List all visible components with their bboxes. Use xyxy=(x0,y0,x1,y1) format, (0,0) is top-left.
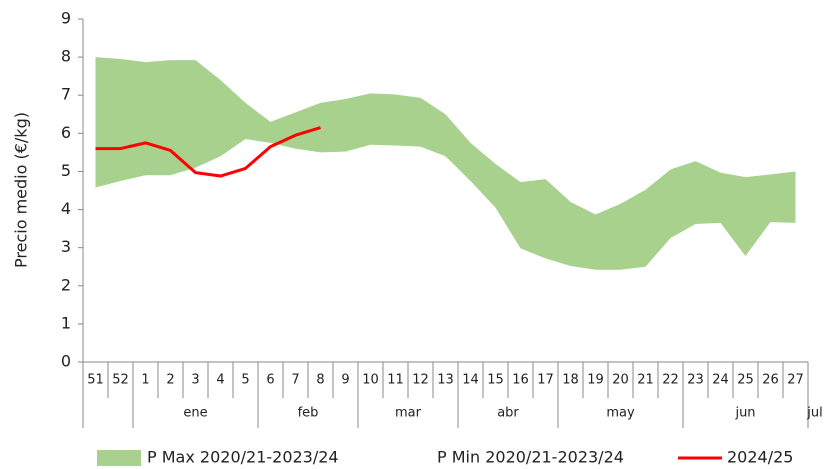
legend-label: P Max 2020/21-2023/24 xyxy=(147,448,339,467)
legend-label: P Min 2020/21-2023/24 xyxy=(437,448,624,467)
y-tick-label: 6 xyxy=(61,123,71,142)
month-label: mar xyxy=(395,406,422,421)
y-tick-label: 1 xyxy=(61,313,71,332)
x-tick-label: 14 xyxy=(462,373,479,388)
y-tick-label: 9 xyxy=(61,9,71,28)
y-tick-label: 0 xyxy=(61,352,71,371)
x-tick-label: 6 xyxy=(266,373,274,388)
x-tick-label: 17 xyxy=(537,373,554,388)
y-tick-label: 5 xyxy=(61,161,71,180)
x-tick-label: 13 xyxy=(437,373,454,388)
y-tick-label: 4 xyxy=(61,199,71,218)
x-tick-label: 26 xyxy=(762,373,779,388)
x-tick-label: 10 xyxy=(362,373,379,388)
y-tick-label: 2 xyxy=(61,275,71,294)
x-tick-label: 9 xyxy=(341,373,349,388)
x-tick-label: 18 xyxy=(562,373,579,388)
month-label: may xyxy=(606,406,635,421)
month-label: ene xyxy=(183,406,207,421)
x-tick-label: 27 xyxy=(787,373,804,388)
x-tick-label: 52 xyxy=(112,373,129,388)
legend-label: 2024/25 xyxy=(727,448,793,467)
legend-swatch xyxy=(97,450,141,466)
y-tick-label: 3 xyxy=(61,237,71,256)
month-label: abr xyxy=(497,406,519,421)
x-tick-label: 3 xyxy=(191,373,199,388)
x-tick-label: 8 xyxy=(316,373,324,388)
month-label: jun xyxy=(734,406,755,421)
month-label: feb xyxy=(298,406,319,421)
x-tick-label: 21 xyxy=(637,373,654,388)
month-label: jul xyxy=(806,406,822,421)
price-line xyxy=(95,126,321,178)
legend-swatch xyxy=(390,450,434,466)
x-tick-label: 51 xyxy=(87,373,104,388)
x-tick-label: 7 xyxy=(291,373,299,388)
band-area xyxy=(95,57,796,270)
x-tick-label: 22 xyxy=(662,373,679,388)
x-tick-label: 19 xyxy=(587,373,604,388)
x-tick-label: 23 xyxy=(687,373,704,388)
y-axis-label: Precio medio (€/kg) xyxy=(12,112,31,268)
x-tick-label: 2 xyxy=(166,373,174,388)
x-tick-label: 5 xyxy=(241,373,249,388)
x-tick-label: 15 xyxy=(487,373,504,388)
x-tick-label: 12 xyxy=(412,373,429,388)
y-tick-label: 8 xyxy=(61,47,71,66)
x-tick-label: 25 xyxy=(737,373,754,388)
x-tick-label: 4 xyxy=(216,373,224,388)
x-tick-label: 24 xyxy=(712,373,729,388)
x-tick-label: 1 xyxy=(141,373,149,388)
x-tick-label: 20 xyxy=(612,373,629,388)
x-tick-label: 11 xyxy=(387,373,404,388)
x-tick-label: 16 xyxy=(512,373,529,388)
y-tick-label: 7 xyxy=(61,85,71,104)
